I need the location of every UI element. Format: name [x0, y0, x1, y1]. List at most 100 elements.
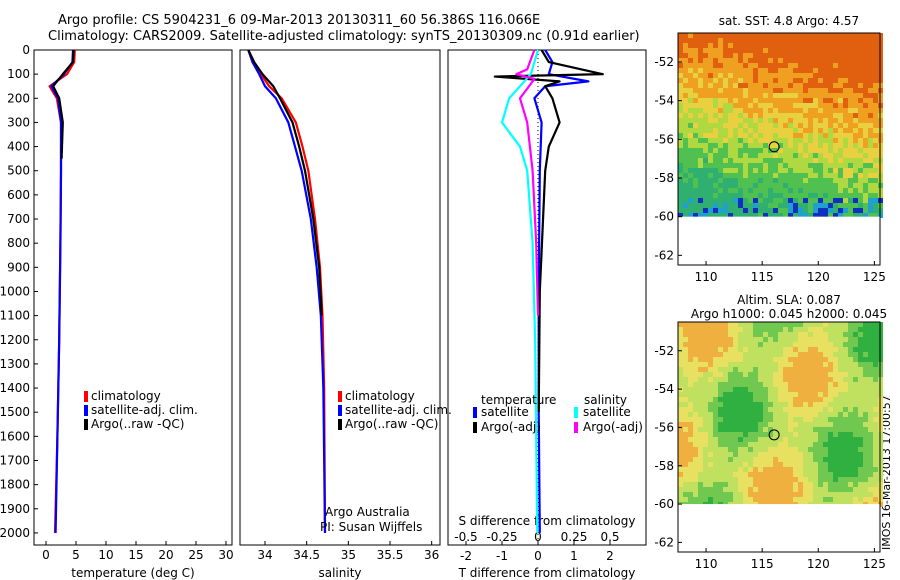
- legend-swatch: [338, 391, 342, 402]
- sdiff-tick-label: -0.5: [454, 530, 477, 544]
- legend-label: satellite: [583, 405, 631, 419]
- legend-swatch: [84, 419, 88, 430]
- depth-tick-label: 1400: [0, 381, 30, 395]
- depth-tick-label: 200: [7, 91, 30, 105]
- depth-tick-label: 600: [7, 188, 30, 202]
- lon-tick-label: 120: [807, 557, 830, 571]
- sal-series-line: [247, 49, 323, 316]
- lat-tick-label: -52: [654, 344, 674, 358]
- lat-tick-label: -54: [654, 94, 674, 108]
- figure-title-line2: Climatology: CARS2009. Satellite-adjuste…: [48, 29, 640, 44]
- sst-map-title: sat. SST: 4.8 Argo: 4.57: [719, 14, 859, 28]
- sst-map-frame: [677, 32, 881, 266]
- sal-tick-label: 34: [257, 548, 272, 562]
- legend-swatch: [574, 422, 578, 433]
- temp-tick-label: 0: [42, 548, 50, 562]
- diff-series-line: [493, 49, 604, 413]
- depth-tick-label: 300: [7, 115, 30, 129]
- argo-position-marker: [768, 429, 780, 441]
- legend-swatch: [574, 407, 578, 418]
- sal-tick-label: 35: [341, 548, 356, 562]
- diff-series-line: [500, 49, 540, 533]
- depth-tick-label: 2000: [0, 526, 30, 540]
- lon-tick-label: 115: [751, 557, 774, 571]
- depth-tick-label: 500: [7, 164, 30, 178]
- legend-label: satellite-adj. clim.: [91, 403, 198, 417]
- legend-swatch: [473, 422, 477, 433]
- temp-tick-label: 30: [218, 548, 233, 562]
- legend-swatch: [473, 407, 477, 418]
- lat-tick-label: -54: [654, 382, 674, 396]
- legend-swatch: [338, 419, 342, 430]
- legend-swatch: [84, 405, 88, 416]
- difference-axes: [447, 49, 647, 546]
- lat-tick-label: -52: [654, 55, 674, 69]
- sdiff-tick-label: 0.5: [600, 530, 619, 544]
- sst-field: [678, 33, 883, 265]
- legend-label: Argo(-adj): [481, 420, 541, 434]
- legend-label: satellite-adj. clim.: [345, 403, 452, 417]
- depth-tick-label: 0: [22, 43, 30, 57]
- lon-tick-label: 125: [863, 557, 886, 571]
- lat-tick-label: -58: [654, 459, 674, 473]
- depth-tick-label: 1900: [0, 502, 30, 516]
- depth-tick-label: 1200: [0, 333, 30, 347]
- depth-tick-label: 900: [7, 260, 30, 274]
- tdiff-tick-label: -2: [460, 549, 472, 563]
- depth-tick-label: 1300: [0, 357, 30, 371]
- depth-tick-label: 1700: [0, 453, 30, 467]
- temp-tick-label: 10: [98, 548, 113, 562]
- sal-tick-label: 34.5: [293, 548, 320, 562]
- legend-title-salinity: salinity: [584, 393, 627, 407]
- temp-tick-label: 5: [72, 548, 80, 562]
- salinity-axis-label: salinity: [318, 566, 361, 580]
- depth-tick-label: 800: [7, 236, 30, 250]
- legend-label: satellite: [481, 405, 529, 419]
- lat-tick-label: -58: [654, 171, 674, 185]
- sla-map-title: Altim. SLA: 0.087: [737, 293, 841, 307]
- tdiff-tick-label: -1: [496, 549, 508, 563]
- sla-map-subtitle: Argo h1000: 0.045 h2000: 0.045: [691, 307, 887, 321]
- tdiff-tick-label: 1: [570, 549, 578, 563]
- sal-tick-label: 35.5: [377, 548, 404, 562]
- depth-tick-label: 1800: [0, 478, 30, 492]
- legend-label: Argo(..raw -QC): [345, 417, 438, 431]
- temperature-axis-label: temperature (deg C): [71, 566, 194, 580]
- legend-label: Argo(..raw -QC): [91, 417, 184, 431]
- sdiff-axis-label: S difference from climatology: [459, 514, 636, 528]
- depth-tick-label: 700: [7, 212, 30, 226]
- legend-label: climatology: [91, 389, 161, 403]
- sla-field: [678, 322, 883, 552]
- depth-tick-label: 1500: [0, 405, 30, 419]
- figure-title-line1: Argo profile: CS 5904231_6 09-Mar-2013 2…: [58, 13, 541, 28]
- lat-tick-label: -62: [654, 248, 674, 262]
- depth-tick-label: 1600: [0, 429, 30, 443]
- lat-tick-label: -56: [654, 420, 674, 434]
- lon-tick-label: 110: [695, 270, 718, 284]
- sal-tick-label: 36: [424, 548, 439, 562]
- temp-series-line: [52, 49, 75, 159]
- sal-series-line: [247, 49, 327, 533]
- lat-tick-label: -60: [654, 497, 674, 511]
- lon-tick-label: 110: [695, 557, 718, 571]
- diff-series-line: [533, 49, 590, 533]
- land-mask: [678, 216, 880, 265]
- credit-line: PI: Susan Wijffels: [320, 520, 422, 534]
- sla-map-frame: [677, 321, 881, 553]
- argo-position-marker: [768, 141, 780, 153]
- lon-tick-label: 120: [807, 270, 830, 284]
- depth-tick-label: 100: [7, 67, 30, 81]
- temp-tick-label: 25: [188, 548, 203, 562]
- temperature-axes: [33, 49, 233, 546]
- lat-tick-label: -60: [654, 210, 674, 224]
- tdiff-axis-label: T difference from climatology: [458, 566, 636, 580]
- land-mask: [678, 504, 880, 552]
- salinity-axes: [239, 49, 441, 546]
- diff-series-line: [515, 49, 540, 316]
- legend-title-temperature: temperature: [481, 393, 556, 407]
- legend-label: climatology: [345, 389, 415, 403]
- lat-tick-label: -56: [654, 132, 674, 146]
- sdiff-tick-label: -0.25: [486, 530, 517, 544]
- tdiff-tick-label: 2: [606, 549, 614, 563]
